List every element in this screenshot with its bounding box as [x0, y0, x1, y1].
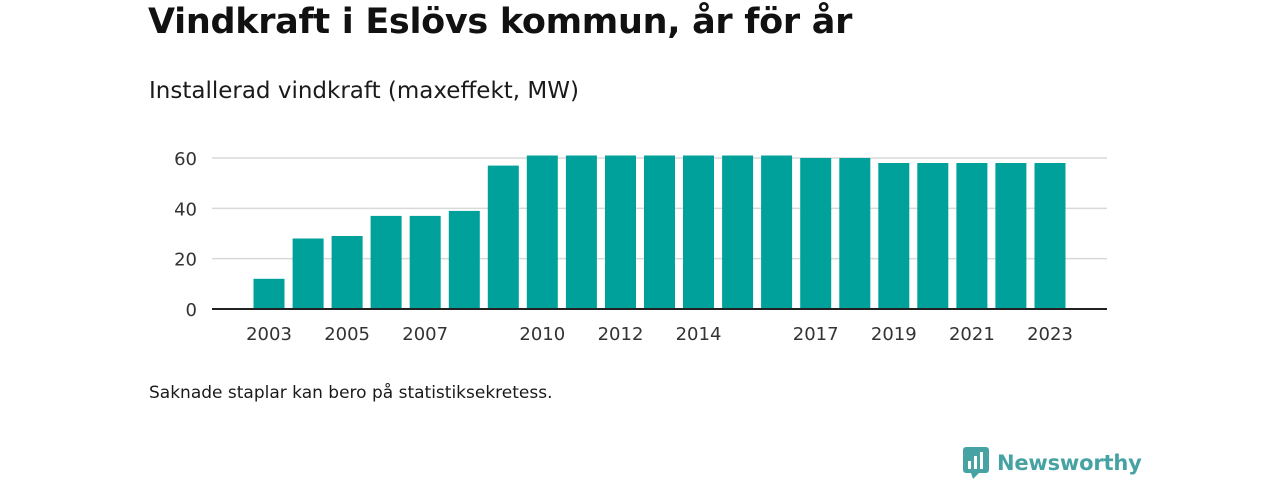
bar-2008	[448, 210, 480, 309]
chart-subtitle: Installerad vindkraft (maxeffekt, MW)	[149, 78, 579, 104]
bar-2013	[644, 155, 675, 309]
bar-2018	[839, 158, 871, 309]
newsworthy-logo-icon	[963, 447, 989, 479]
brand-name: Newsworthy	[997, 451, 1142, 475]
bar-2005	[331, 236, 363, 309]
chart-title: Vindkraft i Eslövs kommun, år för år	[148, 2, 853, 42]
bar-2007	[409, 215, 441, 309]
y-tick-label: 0	[186, 300, 197, 321]
y-tick-labels: 0 20 40 60	[174, 149, 197, 321]
bar-2016	[761, 155, 793, 309]
bar-2009	[487, 165, 519, 309]
x-tick-label: 2021	[949, 324, 995, 345]
bar-2014	[683, 155, 714, 309]
brand: Newsworthy	[962, 446, 1142, 480]
x-tick-label: 2019	[871, 324, 917, 345]
bar-2020	[917, 163, 949, 309]
bar-2023	[1034, 163, 1066, 309]
bar-2021	[956, 163, 988, 309]
y-tick-label: 60	[174, 149, 197, 170]
bar-2019	[878, 163, 910, 309]
y-tick-label: 20	[174, 250, 197, 271]
bar-2011	[565, 155, 597, 309]
bar-2017	[800, 158, 832, 309]
bar-2004	[292, 238, 324, 309]
x-tick-label: 2005	[324, 324, 370, 345]
x-tick-label: 2003	[246, 324, 292, 345]
y-tick-label: 40	[174, 199, 197, 220]
bar-2010	[526, 155, 558, 309]
x-tick-label: 2007	[402, 324, 448, 345]
bar-2003	[253, 278, 285, 309]
bar-2006	[370, 215, 402, 309]
x-tick-label: 2017	[793, 324, 839, 345]
x-tick-label: 2023	[1027, 324, 1073, 345]
bar-2022	[995, 163, 1027, 309]
bar-2012	[605, 155, 636, 309]
bars	[253, 155, 1066, 309]
footnote: Saknade staplar kan bero på statistiksek…	[149, 383, 553, 403]
x-tick-label: 2012	[598, 324, 644, 345]
x-tick-label: 2014	[676, 324, 722, 345]
x-tick-label: 2010	[519, 324, 565, 345]
x-tick-labels: 2003 2005 2007 2010 2012 2014 2017 2019 2021 2023	[246, 324, 1073, 345]
bar-2015	[722, 155, 754, 309]
